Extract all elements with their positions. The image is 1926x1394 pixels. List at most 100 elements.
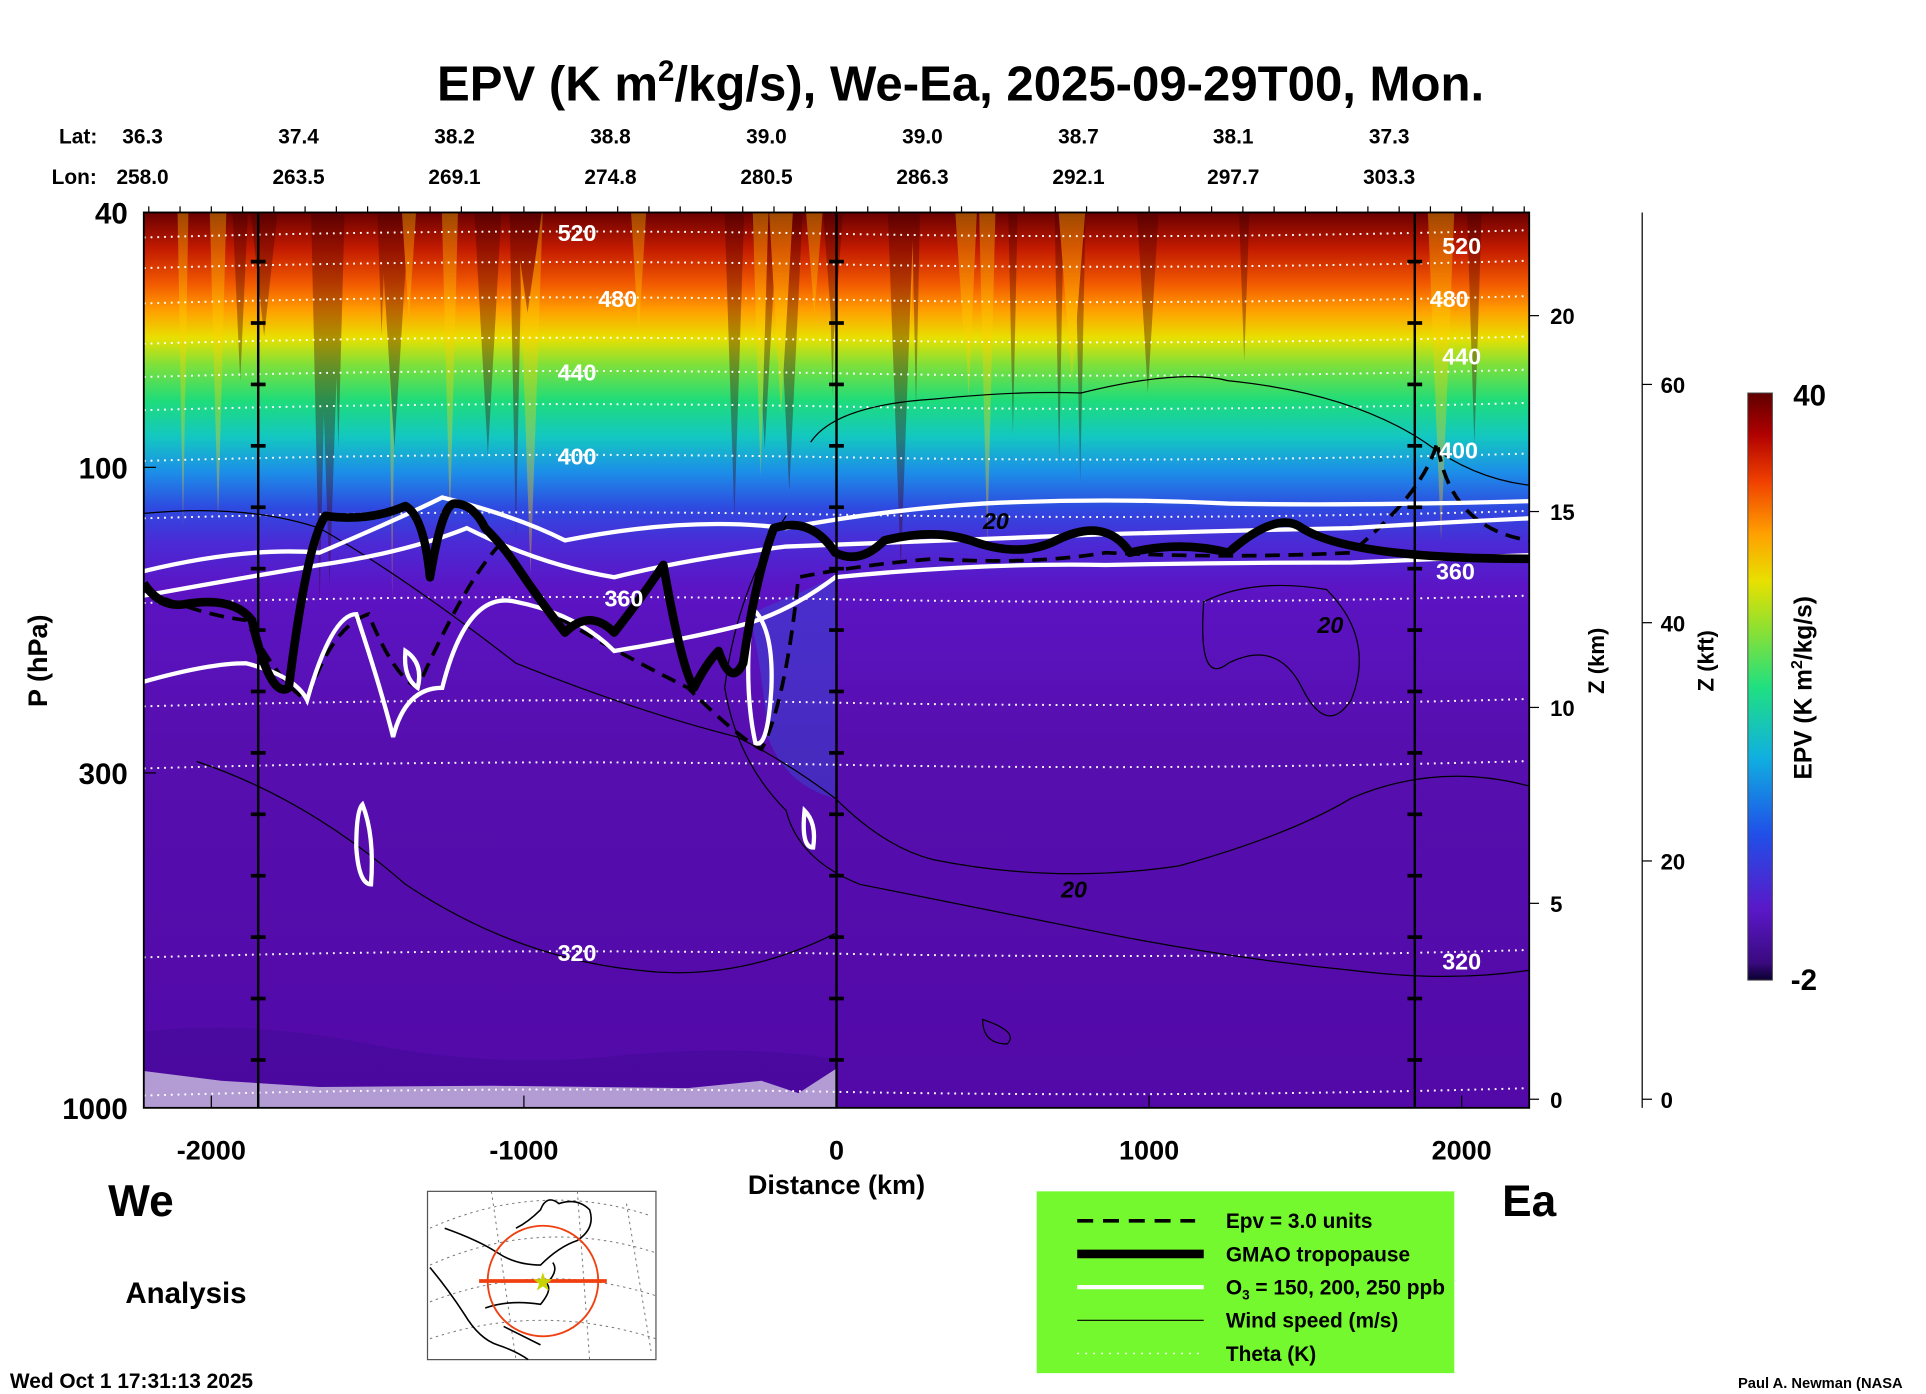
- lon-value: 269.1: [428, 166, 481, 189]
- theta-contour: [143, 229, 1530, 239]
- wind-speed-label: 20: [1316, 612, 1343, 638]
- legend-theta-label: Theta (K): [1226, 1343, 1316, 1366]
- theta-contour: [143, 949, 1530, 959]
- gmao-tropopause: [143, 499, 1530, 694]
- epv-streak: [1467, 212, 1482, 446]
- epv-streak: [960, 212, 977, 399]
- theta-contour: [143, 401, 1530, 412]
- star-icon: ★: [533, 1270, 553, 1295]
- legend-wind-label: Wind speed (m/s): [1226, 1310, 1399, 1333]
- lat-value: 38.7: [1058, 126, 1099, 149]
- epv-streak: [518, 212, 543, 575]
- theta-label: 440: [558, 360, 597, 386]
- theta-contour: [143, 368, 1530, 378]
- epv-streak: [1427, 212, 1455, 541]
- theta-contour: [143, 335, 1530, 345]
- y-tick-label: 1000: [62, 1093, 128, 1126]
- y-tick-label: 100: [79, 452, 128, 485]
- epv-streak: [332, 212, 345, 450]
- y-tick-label: 40: [95, 198, 128, 231]
- epv-streak: [912, 212, 920, 411]
- theta-label: 520: [1442, 233, 1481, 259]
- epv-streak: [311, 212, 329, 605]
- epv-streak: [631, 212, 647, 336]
- legend-epv-label: Epv = 3.0 units: [1226, 1210, 1373, 1233]
- theta-label: 440: [1442, 344, 1481, 370]
- epv-streak: [751, 212, 778, 450]
- epv-streak: [1058, 212, 1086, 382]
- x-tick-label: -1000: [489, 1135, 558, 1165]
- west-label: We: [108, 1177, 174, 1226]
- lon-value: 258.0: [116, 166, 168, 189]
- theta-contour: [143, 760, 1530, 770]
- epv-streak: [177, 212, 189, 528]
- lat-value: 36.3: [122, 126, 163, 149]
- theta-contour: [143, 295, 1530, 305]
- lon-value: 263.5: [272, 166, 325, 189]
- epv-streak: [757, 212, 777, 335]
- epv-streak: [232, 212, 248, 382]
- theta-label: 400: [1439, 438, 1478, 464]
- epv-streak: [823, 212, 843, 347]
- theta-label: 480: [598, 286, 637, 312]
- x-tick-label: 2000: [1432, 1135, 1492, 1165]
- z-km-tick-label: 20: [1550, 304, 1575, 329]
- lon-value: 292.1: [1052, 166, 1105, 189]
- epv-streak: [401, 212, 417, 320]
- lat-value: 37.3: [1369, 126, 1410, 149]
- x-tick-label: 1000: [1119, 1135, 1179, 1165]
- y-axis-label: P (hPa): [23, 614, 53, 707]
- epv-streak: [806, 212, 823, 314]
- epv-streak: [775, 212, 803, 492]
- lat-value: 37.4: [278, 126, 319, 149]
- lon-value: 297.7: [1207, 166, 1259, 189]
- theta-label: 520: [558, 220, 597, 246]
- lat-value: 39.0: [746, 126, 787, 149]
- theta-contour: [143, 698, 1530, 708]
- z-km-tick-label: 5: [1550, 892, 1562, 917]
- credit: Paul A. Newman (NASA: [1738, 1376, 1903, 1392]
- legend: Epv = 3.0 units GMAO tropopause O3 = 150…: [1036, 1191, 1455, 1374]
- epv-streak: [379, 212, 410, 448]
- lon-value: 274.8: [584, 166, 636, 189]
- epv-streak: [1239, 212, 1250, 362]
- lon-value: 286.3: [896, 166, 948, 189]
- lat-row-label: Lat:: [59, 126, 97, 149]
- ozone-contours: [143, 495, 1530, 887]
- legend-tropopause-label: GMAO tropopause: [1226, 1243, 1410, 1266]
- z-km-tick-label: 0: [1550, 1088, 1562, 1113]
- epv-streak: [377, 212, 386, 336]
- lon-value: 280.5: [740, 166, 793, 189]
- theta-label: 480: [1430, 286, 1469, 312]
- theta-contour: [143, 452, 1530, 462]
- y-tick-label: 300: [79, 758, 128, 791]
- z-km-axis-label: Z (km): [1584, 628, 1609, 694]
- lat-value: 38.1: [1213, 126, 1254, 149]
- epv-streak: [752, 212, 769, 477]
- lat-value: 38.8: [590, 126, 631, 149]
- epv-field: 520 520 480 480 440 440 400 400 360 360 320 320 20 20…: [143, 212, 1530, 1108]
- x-tick-label: -2000: [177, 1135, 246, 1165]
- theta-label: 320: [1442, 949, 1481, 975]
- epv-streak: [979, 212, 996, 544]
- epv-streak: [1008, 212, 1018, 435]
- theta-label: 400: [558, 444, 597, 470]
- epv-streak: [724, 212, 745, 518]
- timestamp: Wed Oct 1 17:31:13 2025: [10, 1370, 254, 1393]
- epv-streak: [828, 212, 837, 397]
- x-axis-label: Distance (km): [748, 1170, 925, 1200]
- theta-contour: [143, 259, 1530, 270]
- z-kft-tick-label: 40: [1661, 611, 1686, 636]
- lon-row-label: Lon:: [52, 166, 97, 189]
- lat-value: 39.0: [902, 126, 943, 149]
- epv-streak: [509, 212, 523, 539]
- theta-label: 360: [604, 586, 643, 612]
- epv-streak: [387, 212, 397, 600]
- theta-contour: [143, 594, 1530, 604]
- theta-label: 320: [558, 940, 597, 966]
- epv-streak: [1137, 212, 1159, 394]
- location-map-inset: ★: [426, 1190, 657, 1361]
- epv-streak: [901, 212, 917, 358]
- epv-streak: [474, 212, 502, 456]
